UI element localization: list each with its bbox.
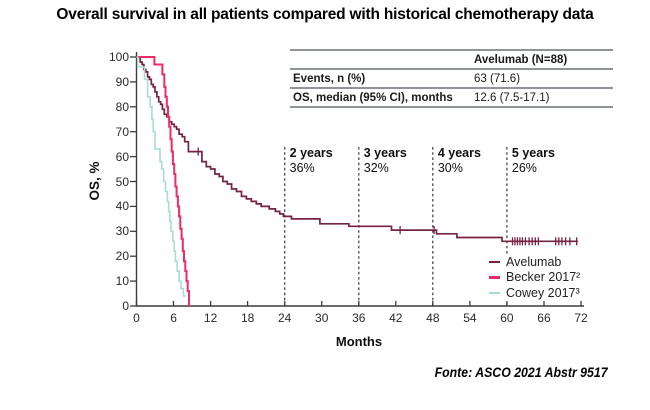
milestone-year: 5 years [511, 146, 556, 160]
y-tick-label: 50 [115, 174, 129, 189]
stats-row-label: OS, median (95% CI), months [293, 91, 453, 104]
y-tick-label: 40 [115, 199, 129, 214]
y-axis-label: OS, % [87, 161, 102, 201]
milestone-year: 3 years [363, 146, 407, 160]
stats-row-value: 63 (71.6) [474, 72, 521, 85]
x-tick-label: 60 [500, 311, 514, 325]
y-tick-label: 10 [115, 274, 129, 289]
chart-title: Overall survival in all patients compare… [56, 6, 594, 23]
x-tick-label: 66 [537, 311, 551, 325]
legend: Avelumab Becker 2017² Cowey 2017³ [487, 254, 584, 301]
legend-line-swatch [489, 291, 500, 295]
x-tick-label: 54 [463, 311, 477, 325]
milestone-year: 4 years [437, 146, 481, 160]
x-tick-label: 42 [389, 311, 403, 325]
x-tick-label: 48 [426, 311, 440, 325]
stats-table-row-events: Events, n (%) 63 (71.6) [290, 70, 613, 89]
legend-line-swatch [489, 276, 500, 279]
milestone-year: 2 years [289, 146, 333, 160]
y-tick-label: 20 [115, 249, 129, 264]
legend-item: Cowey 2017³ [489, 285, 580, 301]
y-tick-label: 60 [115, 149, 129, 164]
stats-table-header-row: Avelumab (N=88) [290, 51, 613, 70]
milestone-label: 5 years 26% [512, 146, 555, 176]
legend-label: Becker 2017² [506, 270, 581, 285]
stats-table: Avelumab (N=88) Events, n (%) 63 (71.6) … [290, 49, 613, 108]
stats-row-label: Events, n (%) [293, 72, 366, 85]
x-tick-label: 72 [574, 311, 588, 325]
x-tick-label: 24 [277, 311, 292, 325]
y-tick-label: 100 [108, 50, 129, 64]
x-tick-label: 36 [352, 311, 366, 325]
legend-item: Becker 2017² [489, 270, 580, 286]
legend-label: Avelumab [506, 254, 562, 269]
milestone-rate: 30% [437, 161, 463, 175]
x-tick-label: 6 [170, 311, 177, 325]
milestone-label: 3 years 32% [364, 146, 407, 176]
milestone-rate: 36% [289, 161, 315, 175]
source-citation: Fonte: ASCO 2021 Abstr 9517 [434, 364, 608, 380]
survival-curve [136, 56, 186, 297]
milestone-label: 2 years 36% [290, 146, 333, 176]
x-tick-label: 0 [133, 311, 140, 325]
stats-table-row-os-median: OS, median (95% CI), months 12.6 (7.5-17… [290, 89, 613, 108]
legend-label: Cowey 2017³ [506, 285, 580, 300]
x-tick-label: 12 [203, 311, 218, 325]
y-tick-label: 30 [115, 224, 129, 239]
milestone-rate: 26% [511, 161, 537, 175]
legend-line-swatch [489, 260, 500, 264]
legend-item: Avelumab [489, 254, 580, 270]
survival-curve [136, 56, 578, 243]
stats-row-value: 12.6 (7.5-17.1) [474, 91, 550, 104]
milestone-rate: 32% [363, 161, 389, 175]
x-tick-label: 30 [315, 311, 329, 325]
x-tick-label: 18 [240, 311, 255, 325]
milestone-label: 4 years 30% [438, 146, 481, 176]
y-tick-label: 80 [115, 99, 129, 114]
y-tick-label: 70 [115, 124, 129, 139]
x-axis-label: Months [335, 334, 383, 349]
survival-curve [136, 56, 190, 307]
y-tick-label: 90 [115, 74, 129, 89]
y-tick-label: 0 [122, 299, 129, 313]
stats-table-header-value: Avelumab (N=88) [474, 53, 568, 66]
